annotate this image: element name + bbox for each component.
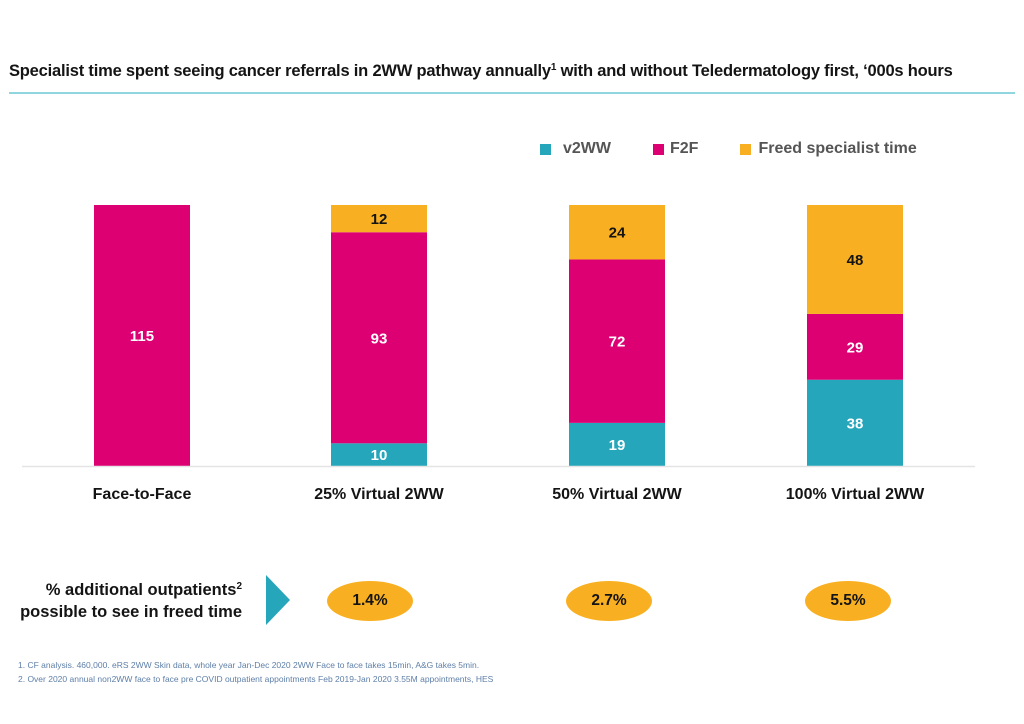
impact-oval-50pct: 2.7% <box>566 581 652 621</box>
legend-label-f2f: F2F <box>670 140 699 157</box>
impact-label: % additional outpatients2 possible to se… <box>20 576 242 623</box>
impact-value: 1.4% <box>352 592 388 609</box>
impact-oval-100pct: 5.5% <box>805 581 891 621</box>
data-label-f2f-25-virtual-2ww: 93 <box>371 330 388 347</box>
legend-item-f2f: F2F <box>653 140 698 158</box>
data-label-freed-specialist-time-50-virtual-2ww: 24 <box>609 225 626 242</box>
footnotes: 1. CF analysis. 460,000. eRS 2WW Skin da… <box>18 658 493 686</box>
chart-title-footnote-marker: 1 <box>550 62 557 73</box>
triangle-right-icon <box>266 575 290 625</box>
category-label-100-virtual-2ww: 100% Virtual 2WW <box>786 486 925 503</box>
data-label-freed-specialist-time-25-virtual-2ww: 12 <box>371 211 388 228</box>
impact-oval-25pct: 1.4% <box>327 581 413 621</box>
category-label-25-virtual-2ww: 25% Virtual 2WW <box>314 486 444 503</box>
impact-label-footnote-marker: 2 <box>236 581 242 592</box>
footnote-1: 1. CF analysis. 460,000. eRS 2WW Skin da… <box>18 660 480 670</box>
chart-title-text-suffix: with and without Teledermatology first, … <box>556 62 953 80</box>
bar-segment-f2f-face-to-face <box>94 205 190 466</box>
impact-value: 2.7% <box>591 592 627 609</box>
data-label-v2ww-50-virtual-2ww: 19 <box>609 437 626 454</box>
chart-title: Specialist time spent seeing cancer refe… <box>9 62 1019 81</box>
legend-label-v2ww: v2WW <box>563 140 611 157</box>
category-label-face-to-face: Face-to-Face <box>93 486 192 503</box>
bar-segment-f2f-25-virtual-2ww <box>331 232 427 444</box>
bar-segment-f2f-100-virtual-2ww <box>807 313 903 380</box>
footnote-2: 2. Over 2020 annual non2WW face to face … <box>18 674 494 684</box>
impact-value: 5.5% <box>830 592 866 609</box>
data-label-v2ww-25-virtual-2ww: 10 <box>371 447 388 464</box>
chart-title-text: Specialist time spent seeing cancer refe… <box>9 62 551 80</box>
data-label-freed-specialist-time-100-virtual-2ww: 48 <box>847 252 864 269</box>
impact-label-line1: % additional outpatients <box>45 581 237 599</box>
data-label-f2f-50-virtual-2ww: 72 <box>609 334 626 351</box>
bar-segment-v2ww-50-virtual-2ww <box>569 422 665 466</box>
category-labels: Face-to-Face 25% Virtual 2WW 50% Virtual 2… <box>93 486 925 503</box>
legend-swatch-v2ww-icon <box>540 143 551 155</box>
bar-segment-freed-specialist-time-50-virtual-2ww <box>569 205 665 260</box>
bars-group: 115 10 93 12 19 72 24 38 29 48 <box>94 205 903 466</box>
data-label-f2f-face-to-face: 115 <box>130 328 154 345</box>
title-divider <box>9 92 1015 94</box>
category-label-50-virtual-2ww: 50% Virtual 2WW <box>552 486 682 503</box>
legend-swatch-freed-time-icon <box>740 143 752 155</box>
chart-legend: v2WW F2F Freed specialist time <box>540 140 917 158</box>
impact-label-line2: possible to see in freed time <box>20 603 242 621</box>
legend-item-freed-time: Freed specialist time <box>740 140 917 158</box>
bar-segment-f2f-50-virtual-2ww <box>569 259 665 423</box>
bar-segment-v2ww-100-virtual-2ww <box>807 379 903 466</box>
data-label-v2ww-100-virtual-2ww: 38 <box>847 415 864 432</box>
bar-segment-freed-specialist-time-100-virtual-2ww <box>807 205 903 314</box>
legend-label-freed-time: Freed specialist time <box>758 140 917 157</box>
bar-segment-freed-specialist-time-25-virtual-2ww <box>331 205 427 233</box>
data-label-f2f-100-virtual-2ww: 29 <box>847 339 864 356</box>
legend-item-v2ww: v2WW <box>540 140 611 158</box>
bar-segment-v2ww-25-virtual-2ww <box>331 443 427 466</box>
legend-swatch-f2f-icon <box>653 143 664 155</box>
